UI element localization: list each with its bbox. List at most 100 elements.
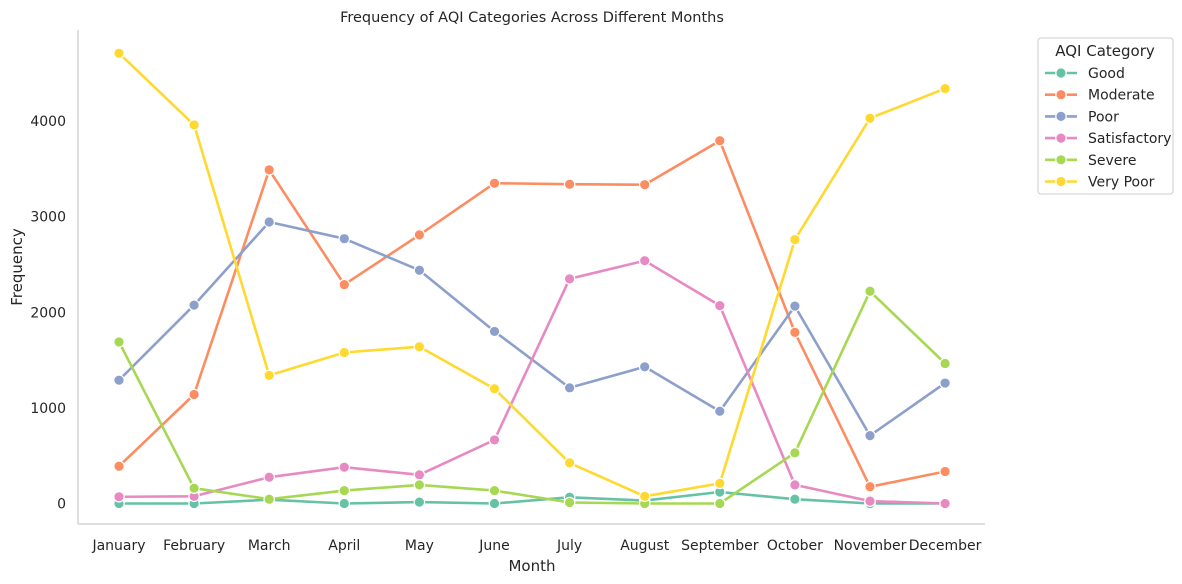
data-point: [939, 377, 951, 389]
data-point: [789, 300, 801, 312]
data-point: [113, 47, 125, 60]
data-point: [939, 497, 951, 510]
data-point: [338, 484, 351, 497]
data-point: [713, 134, 726, 147]
data-point: [864, 495, 876, 507]
legend-item: Severe: [1045, 153, 1136, 169]
series-poor: [113, 216, 951, 442]
data-point: [338, 346, 351, 359]
data-point: [488, 434, 501, 446]
legend-item: Satisfactory: [1045, 131, 1171, 147]
x-tick-label: November: [834, 538, 907, 554]
data-point: [563, 496, 576, 509]
x-axis-title: Month: [508, 557, 555, 575]
data-point: [713, 299, 726, 312]
data-point: [263, 369, 275, 382]
legend-frame: [1037, 37, 1174, 195]
data-point: [563, 178, 576, 190]
legend-item: Good: [1045, 66, 1125, 82]
chart-title: Frequency of AQI Categories Across Diffe…: [340, 10, 724, 26]
data-point: [864, 112, 876, 125]
legend-label: Poor: [1088, 109, 1119, 125]
legend-marker: [1055, 175, 1067, 188]
legend: AQI Category Good Moderate Poor Satisfactor…: [1037, 37, 1174, 195]
legend-label: Satisfactory: [1088, 131, 1171, 147]
series-line: [118, 139, 946, 489]
data-point: [864, 480, 876, 493]
data-point: [263, 216, 275, 228]
series-satisfactory: [113, 254, 951, 510]
data-point: [638, 360, 651, 373]
data-point: [488, 325, 501, 338]
data-point: [488, 484, 501, 497]
data-point: [713, 497, 726, 510]
y-tick-label: 0: [57, 497, 66, 513]
x-tick-label: February: [163, 538, 225, 554]
data-point: [563, 273, 576, 285]
data-point: [563, 382, 576, 394]
data-point: [188, 119, 200, 131]
data-point: [789, 479, 801, 491]
y-tick-label: 1000: [30, 401, 66, 417]
data-point: [263, 471, 275, 484]
legend-marker: [1055, 132, 1067, 144]
y-tick-label: 2000: [30, 305, 66, 321]
series-line: [118, 52, 946, 498]
x-tick-label: August: [620, 538, 670, 554]
series-lines: [113, 47, 951, 510]
data-point: [338, 278, 351, 291]
data-point: [789, 493, 801, 505]
series-very-poor: [113, 47, 951, 503]
data-point: [188, 482, 200, 495]
data-point: [113, 460, 125, 473]
legend-item: Poor: [1045, 109, 1119, 125]
data-point: [263, 493, 275, 505]
x-tick-label: October: [767, 538, 823, 554]
legend-label: Moderate: [1088, 88, 1155, 104]
legend-item: Moderate: [1045, 88, 1155, 104]
data-point: [338, 461, 351, 473]
data-point: [939, 465, 951, 478]
data-point: [864, 429, 876, 442]
data-point: [413, 496, 426, 508]
data-point: [113, 491, 125, 503]
x-tick-label: June: [478, 538, 510, 554]
series-severe: [113, 285, 951, 510]
x-tick-label: December: [909, 538, 982, 554]
data-point: [939, 82, 951, 95]
x-tick-label: July: [556, 538, 582, 554]
data-point: [939, 357, 951, 370]
y-axis-title: Frequency: [8, 228, 26, 306]
x-tick-label: September: [681, 538, 759, 554]
data-point: [413, 469, 426, 481]
legend-marker: [1055, 110, 1067, 123]
legend-title: AQI Category: [1055, 42, 1155, 60]
data-point: [113, 336, 125, 348]
legend-items: Good Moderate Poor Satisfactory Severe Very P…: [1045, 66, 1171, 191]
data-point: [488, 382, 501, 395]
data-point: [563, 457, 576, 469]
x-tick-label: April: [328, 538, 360, 554]
series-line: [118, 220, 946, 437]
data-point: [113, 374, 125, 386]
legend-label: Severe: [1088, 153, 1136, 169]
x-tick-labels: January February March April May June July Augu…: [91, 538, 981, 554]
data-point: [638, 254, 651, 267]
data-point: [338, 232, 351, 245]
series-moderate: [113, 134, 951, 493]
data-point: [638, 490, 651, 503]
data-point: [713, 405, 726, 418]
legend-label: Very Poor: [1088, 175, 1155, 191]
series-line: [117, 289, 947, 505]
data-point: [413, 229, 426, 241]
legend-item: Very Poor: [1045, 175, 1155, 191]
x-tick-label: January: [91, 538, 145, 554]
data-point: [488, 497, 501, 510]
data-point: [789, 447, 801, 459]
y-tick-label: 3000: [30, 210, 66, 226]
data-point: [638, 178, 651, 191]
data-point: [488, 177, 501, 190]
data-point: [263, 164, 275, 176]
data-point: [413, 264, 426, 277]
